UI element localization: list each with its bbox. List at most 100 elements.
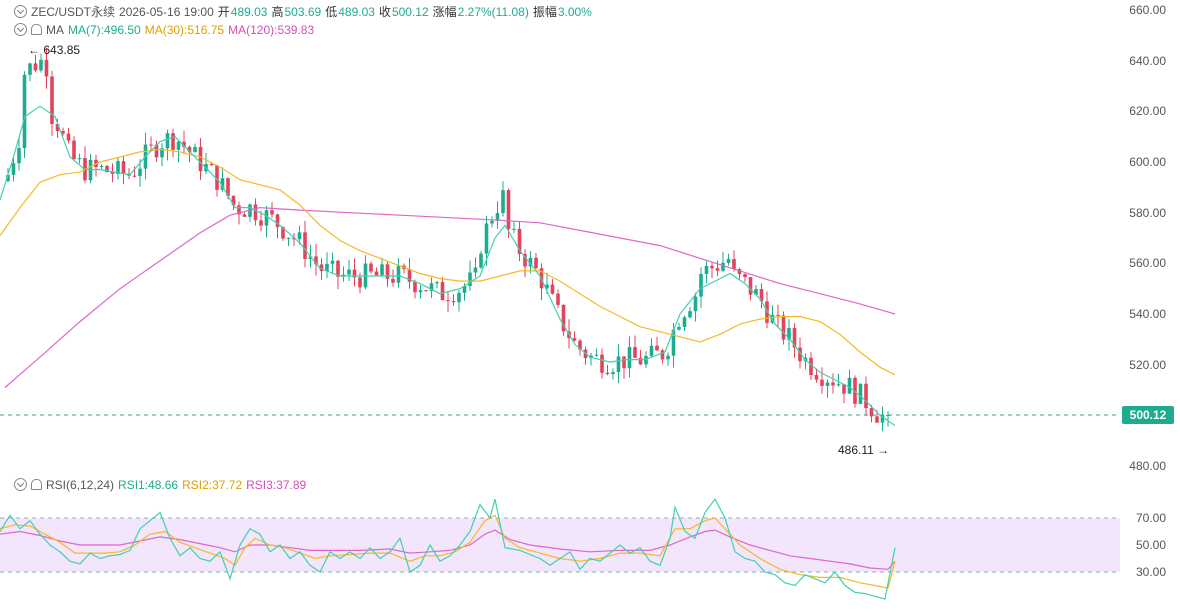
ma-legend: MA MA(7):496.50 MA(30):516.75 MA(120):539.8… <box>14 23 318 37</box>
collapse-icon[interactable] <box>14 5 27 18</box>
candle-body <box>391 278 395 283</box>
close-value: 500.12 <box>391 5 429 19</box>
candle-body <box>853 377 857 404</box>
candle-body <box>457 292 461 303</box>
candle-body <box>765 301 769 323</box>
candle-body <box>836 384 841 386</box>
alert-icon[interactable] <box>31 479 42 490</box>
candle-body <box>319 264 324 272</box>
candle-body <box>28 63 32 75</box>
candle-body <box>413 281 417 293</box>
price-tick-label: 480.00 <box>1129 459 1166 473</box>
candle-body <box>132 175 137 177</box>
candle-body <box>792 328 797 348</box>
collapse-icon[interactable] <box>14 23 27 36</box>
high-annotation: ← 643.85 <box>28 43 81 57</box>
candle-body <box>825 382 830 386</box>
collapse-icon[interactable] <box>14 478 27 491</box>
candle-body <box>759 289 764 302</box>
candle-body <box>847 377 852 394</box>
candle-body <box>550 284 555 294</box>
price-tick-label: 640.00 <box>1129 53 1166 68</box>
candle-body <box>814 375 819 380</box>
price-tick-label: 660.00 <box>1129 3 1166 17</box>
candle-body <box>418 290 423 293</box>
candle-body <box>660 350 665 360</box>
rsi3-line <box>0 529 896 570</box>
rsi2-value: RSI2:37.72 <box>182 478 243 492</box>
candle-body <box>264 210 269 226</box>
candle-body <box>77 158 82 160</box>
price-tick-label: 560.00 <box>1129 256 1166 271</box>
open-value: 489.03 <box>230 5 268 19</box>
candle-body <box>732 259 736 270</box>
rsi1-value: RSI1:48.66 <box>118 478 179 492</box>
candle-body <box>572 338 577 341</box>
candle-body <box>501 190 505 214</box>
candle-body <box>600 354 604 373</box>
candle-body <box>275 214 280 228</box>
ma-label: MA <box>46 23 64 37</box>
candle-body <box>385 264 390 279</box>
ohlc-header: ZEC/USDT永续 2026-05-16 19:00 开489.03 高503.69… <box>14 5 596 19</box>
candle-body <box>149 144 153 146</box>
candle-body <box>616 356 621 373</box>
candle-body <box>440 282 445 301</box>
candle-body <box>869 408 874 417</box>
candle-body <box>506 190 511 230</box>
candle-body <box>699 273 703 297</box>
candle-body <box>330 260 335 264</box>
rsi-band <box>0 518 1120 572</box>
candle-body <box>358 277 362 288</box>
candle-body <box>270 210 274 215</box>
candle-body <box>17 148 21 164</box>
candle-body <box>748 277 753 295</box>
rsi-legend: RSI(6,12,24) RSI1:48.66 RSI2:37.72 RSI3:37.… <box>14 478 310 492</box>
candle-body <box>187 146 192 153</box>
candle-body <box>479 253 483 268</box>
candle-body <box>105 165 109 173</box>
candle-body <box>237 205 241 215</box>
price-tick-label: 580.00 <box>1129 205 1166 220</box>
candle-body <box>468 272 472 287</box>
candle-body <box>781 315 786 340</box>
ma7-value: MA(7):496.50 <box>68 23 141 37</box>
candle-body <box>303 232 307 260</box>
candle-body <box>671 329 676 356</box>
candle-body <box>820 379 824 386</box>
candle-body <box>176 141 181 150</box>
price-tick-label: 520.00 <box>1129 357 1166 372</box>
candle-body <box>627 347 632 369</box>
candle-body <box>831 382 835 386</box>
candle-body <box>578 340 582 350</box>
candle-body <box>605 372 610 375</box>
candle-body <box>61 131 65 134</box>
alert-icon[interactable] <box>31 24 42 35</box>
ma120-line <box>4 206 896 388</box>
candle-body <box>314 256 318 265</box>
candle-body <box>259 220 263 226</box>
candle-body <box>495 213 500 221</box>
candle-body <box>875 416 879 423</box>
candle-body <box>160 148 164 158</box>
candle-body <box>721 262 725 271</box>
candle-body <box>644 355 648 365</box>
candle-body <box>512 228 516 230</box>
change-value: 2.27%(11.08) <box>457 5 529 19</box>
candle-body <box>11 163 16 175</box>
candle-body <box>55 123 60 132</box>
candle-body <box>545 284 549 289</box>
candle-body <box>242 214 247 217</box>
rsi3-value: RSI3:37.89 <box>246 478 307 492</box>
candle-body <box>182 141 186 147</box>
candle-body <box>523 253 527 267</box>
candle-body <box>842 384 846 394</box>
candle-body <box>6 174 10 181</box>
candle-body <box>737 269 742 275</box>
candle-body <box>297 232 302 240</box>
candle-body <box>33 63 38 71</box>
candle-body <box>39 59 43 71</box>
candle-body <box>710 265 714 269</box>
current-price-tag: 500.12 <box>1122 406 1174 424</box>
